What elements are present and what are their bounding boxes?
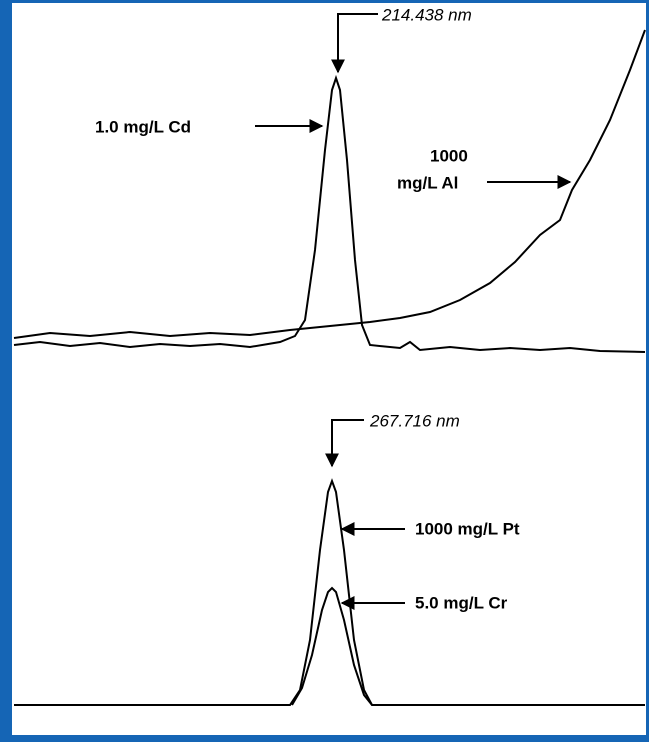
cd-curve — [13, 74, 646, 353]
cr-curve — [291, 586, 373, 706]
wavelength-label: 267.716 nm — [369, 411, 460, 430]
cd-label: 1.0 mg/L Cd — [95, 117, 191, 136]
pt-label: 1000 mg/L Pt — [415, 519, 520, 538]
scan-area — [12, 3, 646, 735]
arrow — [325, 419, 364, 468]
cr-label: 5.0 mg/L Cr — [415, 593, 508, 612]
al-label: 1000 — [430, 146, 468, 165]
arrow — [331, 13, 378, 74]
al-curve — [13, 29, 646, 339]
al-label: mg/L Al — [397, 173, 458, 192]
wavelength-label: 214.438 nm — [381, 5, 472, 24]
